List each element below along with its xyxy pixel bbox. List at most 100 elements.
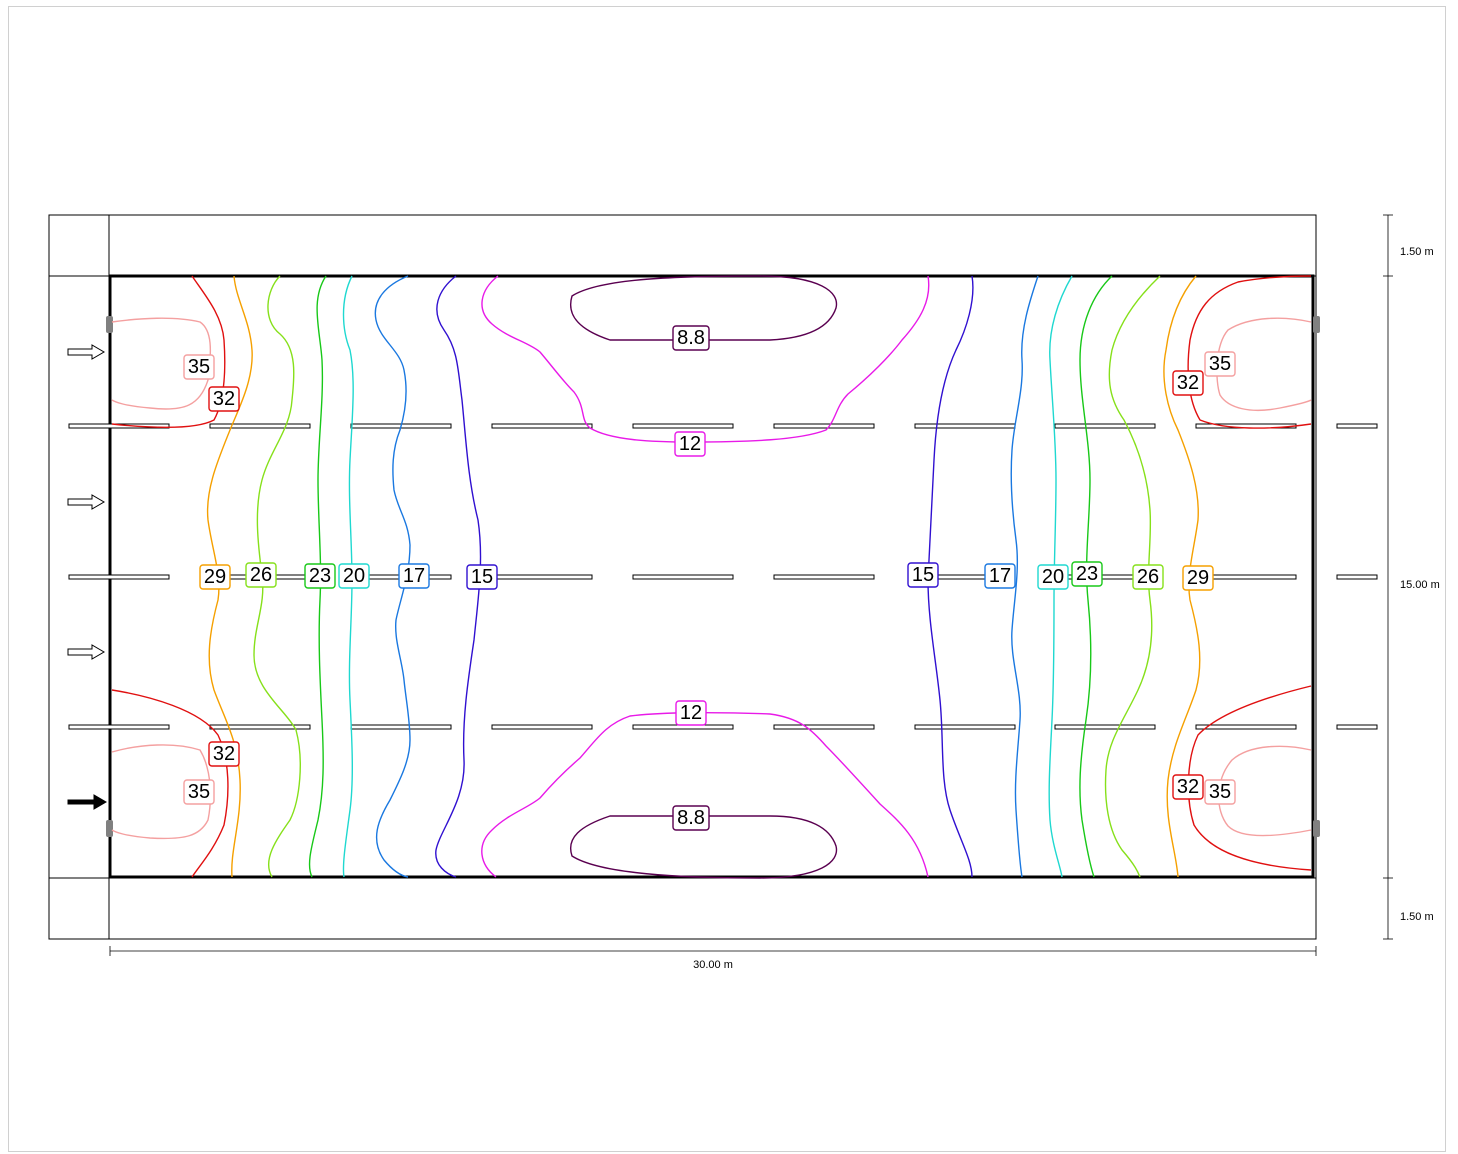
label-text: 15 (471, 566, 493, 588)
height-label: 15.00 m (1400, 579, 1440, 591)
label-text: 8.8 (677, 327, 705, 349)
direction-arrows (67, 344, 107, 810)
posts (106, 316, 1320, 837)
contour-17 (374, 275, 411, 878)
luminaire-segment (914, 423, 1016, 429)
top-margin-label: 1.50 m (1400, 246, 1434, 258)
luminaire-segment (68, 423, 170, 429)
label-12: 12 (674, 431, 706, 457)
luminaire-segment (1336, 724, 1378, 730)
contour-23 (1079, 275, 1113, 878)
label-text: 12 (680, 702, 702, 724)
label-text: 32 (1177, 372, 1199, 394)
label-29: 29 (1182, 565, 1214, 591)
arrow-icon (67, 344, 105, 360)
label-20: 20 (1037, 564, 1069, 590)
label-15: 15 (907, 562, 939, 588)
contour-35 (1216, 317, 1312, 411)
post-top-right (1313, 316, 1320, 333)
label-26: 26 (245, 562, 277, 588)
label-23: 23 (1071, 561, 1103, 587)
luminaire-segment (1336, 423, 1378, 429)
label-12: 12 (675, 700, 707, 726)
label-32: 32 (1172, 774, 1204, 800)
arrow-icon (67, 644, 105, 660)
bottom-margin-label: 1.50 m (1400, 911, 1434, 923)
label-text: 23 (1076, 563, 1098, 585)
post-top-left (106, 316, 113, 333)
luminaire-segment (491, 423, 593, 429)
label-26: 26 (1132, 564, 1164, 590)
contour-32 (1187, 275, 1312, 429)
contour-32 (1187, 685, 1312, 871)
luminaire-segment (773, 423, 875, 429)
luminaire-segment (632, 423, 734, 429)
luminaire-segment (1054, 423, 1156, 429)
contour-23 (308, 275, 327, 878)
arrow-icon (67, 494, 105, 510)
label-text: 15 (912, 564, 934, 586)
width-label: 30.00 m (693, 959, 733, 971)
luminaire-segment (914, 724, 1016, 730)
label-text: 32 (213, 388, 235, 410)
luminaire-segment (491, 574, 593, 580)
luminaire-segment (209, 423, 311, 429)
label-17: 17 (984, 563, 1016, 589)
post-bottom-right (1313, 820, 1320, 837)
luminaire-segment (350, 724, 452, 730)
luminaire-segment (68, 574, 170, 580)
label-35: 35 (183, 779, 215, 805)
luminaire-segment (632, 574, 734, 580)
label-15: 15 (466, 564, 498, 590)
label-35: 35 (1204, 351, 1236, 377)
label-text: 26 (1137, 566, 1159, 588)
label-35: 35 (1204, 779, 1236, 805)
luminaire-segment (1195, 724, 1297, 730)
contour-8.8 (570, 275, 838, 341)
contour-32 (111, 275, 226, 428)
luminaire-segment (68, 724, 170, 730)
dimension-lines (109, 214, 1393, 956)
label-text: 17 (989, 565, 1011, 587)
label-8.8: 8.8 (672, 805, 710, 831)
label-text: 32 (213, 743, 235, 765)
contour-20 (1048, 275, 1073, 878)
label-20: 20 (338, 563, 370, 589)
label-text: 17 (403, 565, 425, 587)
post-bottom-left (106, 820, 113, 837)
label-32: 32 (1172, 370, 1204, 396)
label-35: 35 (183, 354, 215, 380)
label-text: 32 (1177, 776, 1199, 798)
label-text: 35 (188, 781, 210, 803)
arrow-solid-icon (67, 794, 107, 810)
label-text: 35 (1209, 353, 1231, 375)
contour-35 (111, 317, 212, 410)
contour-35 (111, 744, 212, 840)
luminaire-segment (491, 724, 593, 730)
luminaire-segment (773, 574, 875, 580)
luminaire-segment (773, 724, 875, 730)
label-text: 12 (679, 433, 701, 455)
label-text: 26 (250, 564, 272, 586)
luminaire-segment (1054, 724, 1156, 730)
label-text: 8.8 (677, 807, 705, 829)
contour-17 (1010, 275, 1039, 878)
contour-12 (481, 275, 930, 443)
label-32: 32 (208, 741, 240, 767)
page-frame (8, 6, 1446, 1152)
contour-12 (481, 711, 929, 878)
contour-29 (1163, 275, 1201, 878)
contour-lines (111, 275, 1312, 879)
luminaire-segment (1336, 574, 1378, 580)
label-17: 17 (398, 563, 430, 589)
label-text: 35 (1209, 781, 1231, 803)
label-23: 23 (304, 563, 336, 589)
label-8.8: 8.8 (672, 325, 710, 351)
label-text: 23 (309, 565, 331, 587)
label-text: 20 (343, 565, 365, 587)
label-text: 29 (1187, 567, 1209, 589)
label-32: 32 (208, 386, 240, 412)
label-text: 35 (188, 356, 210, 378)
contour-8.8 (570, 815, 838, 879)
